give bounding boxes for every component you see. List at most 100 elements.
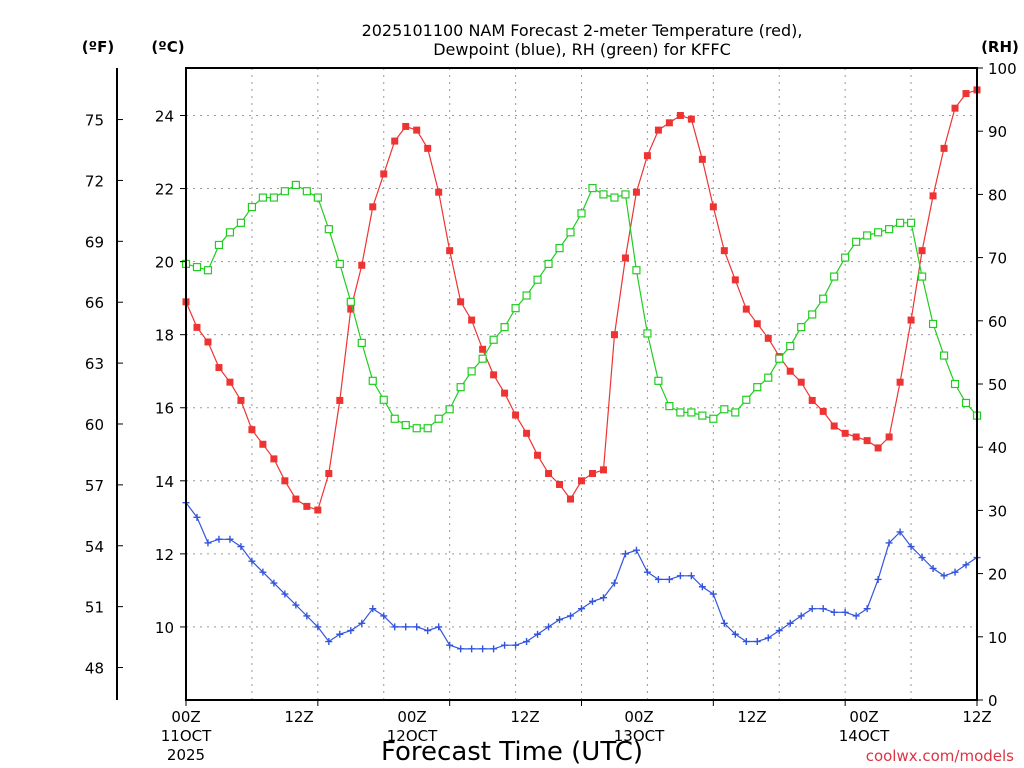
rh-point <box>819 294 828 303</box>
celsius-tick-label: 16 <box>155 400 174 418</box>
rh-point <box>357 338 366 348</box>
rh-point <box>566 228 575 237</box>
rh-point <box>841 253 850 262</box>
dewpoint-point <box>501 641 509 649</box>
dewpoint-point <box>402 623 410 631</box>
dewpoint-point <box>753 638 761 646</box>
x-tick-label: 00Z <box>397 708 426 726</box>
dewpoint-point <box>874 575 882 583</box>
dewpoint-point <box>830 608 838 616</box>
dewpoint-point <box>885 539 893 547</box>
rh-tick-label: 100 <box>988 60 1017 78</box>
2-meter-temperature-point <box>501 389 509 397</box>
2-meter-temperature-point <box>534 451 542 459</box>
2-meter-temperature-point <box>380 170 388 178</box>
2-meter-temperature-point <box>248 426 256 434</box>
rh-point <box>917 272 927 281</box>
dewpoint-point <box>270 579 278 587</box>
dewpoint-point <box>643 568 651 576</box>
celsius-tick-label: 22 <box>155 181 174 199</box>
celsius-tick-label: 12 <box>155 546 174 564</box>
dewpoint-point <box>852 612 860 620</box>
rh-point <box>423 424 432 433</box>
rh-point <box>390 414 399 423</box>
rh-tick-label: 10 <box>988 629 1007 647</box>
2-meter-temperature-point <box>643 152 651 160</box>
rh-tick-label: 40 <box>988 439 1007 457</box>
2-meter-temperature-point <box>545 470 553 478</box>
2-meter-temperature-point <box>226 378 234 386</box>
rh-tick-label: 60 <box>988 313 1007 331</box>
rh-point <box>522 291 531 300</box>
rh-point <box>863 231 872 240</box>
dewpoint-point <box>259 568 267 576</box>
rh-point <box>511 304 520 313</box>
fahrenheit-tick-label: 72 <box>85 172 104 190</box>
dewpoint-point <box>819 605 827 613</box>
dewpoint-point <box>797 612 805 620</box>
2-meter-temperature-point <box>863 437 871 445</box>
2-meter-temperature-point <box>347 305 355 313</box>
2-meter-temperature-point <box>720 247 728 255</box>
2-meter-temperature-point <box>962 90 970 98</box>
dewpoint-point <box>775 627 783 635</box>
2-meter-temperature-point <box>599 466 607 474</box>
credit-label: coolwx.com/models <box>866 747 1014 765</box>
rh-point <box>610 193 619 202</box>
2-meter-temperature-point <box>709 203 717 211</box>
rh-point <box>379 395 388 404</box>
2-meter-temperature-point <box>413 126 421 134</box>
fahrenheit-unit-label: (ºF) <box>82 38 114 56</box>
2-meter-temperature-point <box>578 477 585 485</box>
rh-point <box>676 408 685 417</box>
rh-point <box>928 319 938 329</box>
x-axis-label: Forecast Time (UTC) <box>381 737 643 767</box>
rh-point <box>412 424 421 433</box>
dewpoint-point <box>380 612 388 620</box>
fahrenheit-tick-label: 63 <box>85 355 104 373</box>
2-meter-temperature-point <box>896 378 904 386</box>
rh-point <box>445 405 454 414</box>
2-meter-temperature-point <box>632 188 640 196</box>
rh-point <box>720 405 729 414</box>
rh-point <box>269 193 278 202</box>
rh-point <box>961 398 971 408</box>
rh-tick-label: 0 <box>988 692 998 710</box>
x-tick-label: 12Z <box>737 708 766 726</box>
dewpoint-point <box>545 623 553 631</box>
rh-point <box>906 218 916 227</box>
rh-point <box>753 383 762 392</box>
dewpoint-point <box>391 623 399 631</box>
x-tick-label: 12Z <box>284 708 313 726</box>
dewpoint-point <box>951 568 959 576</box>
rh-point <box>808 310 817 319</box>
fahrenheit-tick-label: 51 <box>85 599 104 617</box>
dewpoint-point <box>654 575 662 583</box>
rh-point <box>895 218 905 227</box>
dewpoint-point <box>720 619 728 627</box>
rh-point <box>335 259 344 269</box>
dewpoint-point <box>665 575 673 583</box>
dewpoint-point <box>457 645 465 653</box>
dewpoint-point <box>204 539 212 547</box>
rh-point <box>698 411 707 420</box>
2-meter-temperature-point <box>951 104 959 112</box>
x-tick-label: 12Z <box>510 708 539 726</box>
dewpoint-point <box>632 546 640 554</box>
dewpoint-point <box>314 623 322 631</box>
2-meter-temperature-point <box>281 477 289 485</box>
2-meter-temperature-point <box>479 345 487 353</box>
dewpoint-point <box>226 535 234 543</box>
2-meter-temperature-point <box>654 126 662 134</box>
2-meter-temperature-point <box>468 316 476 324</box>
2-meter-temperature-point <box>808 396 816 404</box>
labels-layer: 2025101100 NAM Forecast 2-meter Temperat… <box>82 21 1019 767</box>
dewpoint-point <box>237 543 245 551</box>
x-tick-label: 14OCT <box>839 727 890 745</box>
celsius-tick-label: 24 <box>155 107 174 125</box>
dewpoint-point <box>588 597 596 605</box>
2-meter-temperature-point <box>929 192 937 200</box>
2-meter-temperature-point <box>237 396 245 404</box>
rh-point <box>643 329 652 338</box>
rh-tick-label: 20 <box>988 566 1007 584</box>
